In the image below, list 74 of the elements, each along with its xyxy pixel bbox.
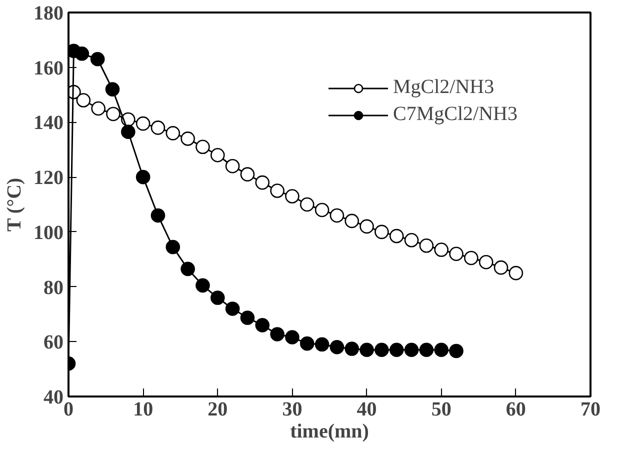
point — [106, 106, 120, 122]
point — [464, 250, 478, 266]
point — [419, 238, 434, 253]
point — [91, 101, 106, 116]
point — [300, 197, 314, 212]
point — [374, 342, 389, 358]
point — [255, 175, 270, 190]
point — [270, 184, 284, 198]
y-axis-title: T (°C) — [4, 178, 26, 232]
point — [196, 278, 210, 293]
y-tick-label: 80 — [44, 276, 64, 299]
legend-label: C7MgCl2/NH3 — [393, 103, 518, 126]
point — [240, 310, 255, 325]
point — [121, 124, 136, 139]
point — [196, 140, 210, 154]
x-axis-title: time(mn) — [290, 420, 369, 442]
x-tick-label: 0 — [64, 398, 74, 420]
y-tick-label: 140 — [34, 112, 64, 134]
point — [180, 262, 195, 276]
point — [419, 342, 434, 358]
y-tick-label: 120 — [34, 167, 64, 190]
point — [434, 342, 449, 358]
point — [225, 158, 240, 174]
point — [449, 344, 464, 358]
point — [494, 260, 508, 275]
y-tick-label: 100 — [34, 222, 64, 244]
point — [300, 336, 314, 351]
x-tick-label: 10 — [133, 398, 154, 420]
point — [404, 342, 419, 358]
point — [255, 318, 270, 332]
point — [404, 233, 419, 248]
point — [285, 189, 300, 204]
x-tick-label: 70 — [580, 398, 600, 420]
point — [389, 342, 404, 358]
point — [270, 327, 284, 342]
point — [240, 167, 255, 182]
point — [210, 290, 225, 305]
point — [360, 219, 374, 234]
point — [105, 82, 120, 96]
point — [374, 224, 389, 240]
point — [136, 116, 150, 131]
point — [166, 240, 180, 254]
point — [389, 228, 404, 244]
point — [449, 246, 464, 262]
point — [90, 52, 105, 66]
x-tick-label: 20 — [208, 398, 228, 420]
point — [180, 132, 195, 146]
point — [136, 170, 150, 184]
point — [314, 202, 330, 218]
point — [360, 342, 374, 358]
point — [508, 266, 524, 280]
point — [344, 214, 360, 228]
point — [210, 148, 225, 162]
y-tick-label: 60 — [44, 332, 64, 354]
point — [150, 208, 166, 223]
y-tick-label: 180 — [34, 2, 64, 24]
point — [225, 302, 240, 316]
point — [74, 46, 90, 61]
x-tick-label: 60 — [506, 398, 526, 420]
point — [478, 254, 494, 270]
point — [434, 242, 449, 257]
point — [330, 340, 344, 354]
point — [285, 330, 300, 344]
point — [330, 208, 344, 223]
x-tick-label: 40 — [356, 398, 377, 420]
point — [344, 342, 360, 356]
point — [150, 120, 166, 135]
y-tick-label: 160 — [34, 57, 64, 80]
legend-label: MgCl2/NH3 — [393, 76, 494, 99]
x-tick-label: 30 — [282, 398, 302, 420]
x-tick-label: 50 — [431, 398, 452, 420]
point — [76, 93, 91, 108]
point — [314, 337, 330, 352]
point — [166, 126, 180, 140]
